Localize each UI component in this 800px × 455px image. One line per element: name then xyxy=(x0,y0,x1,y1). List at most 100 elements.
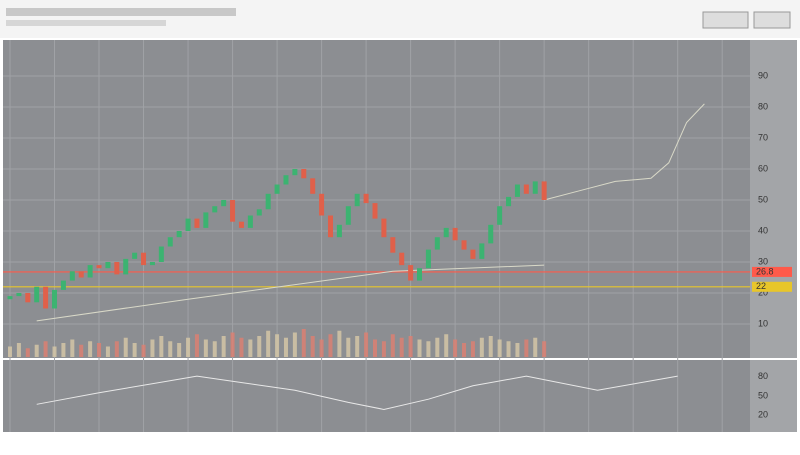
volume-bar xyxy=(533,337,538,357)
candle-body xyxy=(336,224,342,238)
candle-body xyxy=(25,293,31,303)
volume-bar xyxy=(479,337,484,357)
indicator-line xyxy=(544,103,705,201)
volume-bar xyxy=(470,341,475,357)
oscillator-axis xyxy=(750,360,797,432)
volume-bar xyxy=(292,332,297,357)
volume-bar xyxy=(435,337,440,357)
candle-body xyxy=(158,246,164,262)
candle-body xyxy=(141,252,147,266)
volume-bar xyxy=(25,348,30,357)
volume-bar xyxy=(319,339,324,357)
volume-bar xyxy=(159,336,164,357)
volume-bar xyxy=(132,343,137,357)
volume-bar xyxy=(203,339,208,357)
volume-bar xyxy=(408,336,413,357)
volume-bar xyxy=(212,341,217,357)
volume-bar xyxy=(542,341,547,357)
volume-bar xyxy=(34,344,39,357)
volume-bar xyxy=(168,341,173,357)
volume-bar xyxy=(275,334,280,357)
candle-body xyxy=(87,265,93,278)
candle-body xyxy=(506,196,512,207)
volume-bar xyxy=(70,339,75,357)
candle-body xyxy=(238,221,244,228)
volume-bar xyxy=(524,339,529,357)
candle-body xyxy=(470,249,476,259)
candle-body xyxy=(363,193,369,204)
candle-body xyxy=(452,227,458,241)
candle-body xyxy=(230,200,236,222)
volume-bar xyxy=(186,337,191,357)
volume-bar xyxy=(248,339,253,357)
price-tag-label: 22 xyxy=(756,281,766,291)
volume-bar xyxy=(239,337,244,357)
candle-body xyxy=(185,218,191,231)
y-tick-label: 70 xyxy=(758,132,768,142)
candle-body xyxy=(16,293,22,297)
volume-bar xyxy=(373,339,377,357)
volume-bar xyxy=(43,341,48,357)
header-text-placeholder xyxy=(6,8,236,16)
volume-bar xyxy=(266,330,271,357)
candle-body xyxy=(221,200,227,207)
candle-body xyxy=(541,181,547,200)
candle-body xyxy=(523,184,529,194)
volume-bar xyxy=(381,341,386,357)
toolbar-button[interactable] xyxy=(753,11,791,29)
candle-body xyxy=(194,218,200,228)
candle-body xyxy=(497,206,503,225)
candle-body xyxy=(247,215,253,228)
price-panel xyxy=(3,40,750,358)
candle-body xyxy=(52,289,58,309)
y-tick-label: 40 xyxy=(758,225,768,235)
candle-body xyxy=(78,271,84,278)
volume-bar xyxy=(462,343,467,357)
volume-bar xyxy=(114,341,119,357)
volume-bar xyxy=(364,332,369,357)
price-axis xyxy=(750,40,797,358)
volume-bar xyxy=(283,337,288,357)
volume-bar xyxy=(497,339,502,357)
candle-body xyxy=(461,240,467,250)
y-tick-label: 50 xyxy=(758,194,768,204)
candle-body xyxy=(167,237,173,247)
volume-bar xyxy=(310,336,315,357)
price-tag-label: 26.8 xyxy=(756,266,774,276)
candle-body xyxy=(256,209,262,216)
volume-bar xyxy=(141,344,146,357)
candle-body xyxy=(372,203,378,219)
volume-bar xyxy=(337,330,342,357)
volume-bar xyxy=(346,337,351,357)
candle-body xyxy=(265,193,271,210)
candle-body xyxy=(60,280,66,290)
oscillator-line xyxy=(36,375,678,410)
candle-body xyxy=(354,193,360,207)
volume-bar xyxy=(328,334,333,357)
oscillator-panel xyxy=(3,360,750,432)
candle-body xyxy=(149,262,155,266)
volume-bar xyxy=(488,336,493,357)
volume-bar xyxy=(61,343,66,357)
y-tick-label: 10 xyxy=(758,318,768,328)
volume-bar xyxy=(150,339,155,357)
candle-body xyxy=(327,215,333,238)
indicator-line xyxy=(36,264,545,322)
volume-bar xyxy=(426,341,431,357)
volume-bar xyxy=(515,343,520,357)
candle-body xyxy=(532,181,538,194)
volume-bar xyxy=(123,337,128,357)
candle-body xyxy=(105,262,111,269)
volume-bar xyxy=(444,334,449,357)
toolbar-button[interactable] xyxy=(702,11,749,29)
candle-body xyxy=(443,227,449,238)
candle-body xyxy=(381,218,387,238)
candle-body xyxy=(34,286,40,303)
volume-bar xyxy=(97,343,102,357)
volume-bar xyxy=(390,334,395,357)
candle-body xyxy=(283,175,289,185)
candle-body xyxy=(292,169,298,176)
volume-bar xyxy=(79,344,84,357)
y-tick-label: 60 xyxy=(758,163,768,173)
